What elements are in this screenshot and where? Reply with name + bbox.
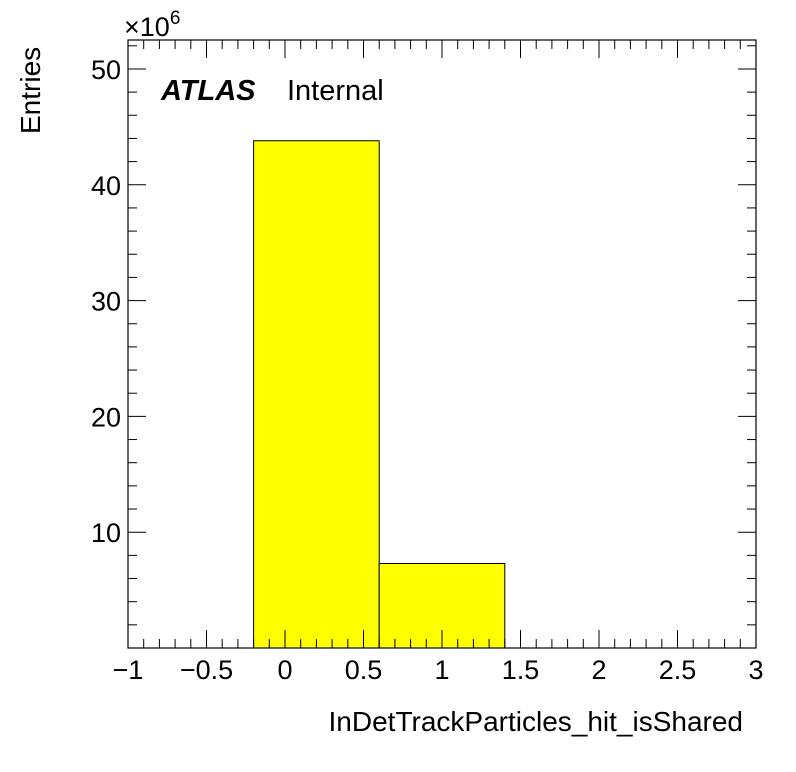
y-tick-label: 50 [91,55,121,85]
plot-frame [127,39,757,649]
x-tick-label: 3 [748,655,763,685]
x-axis-title: InDetTrackParticles_hit_isShared [329,706,743,737]
y-tick-label: 40 [91,171,121,201]
y-tick-label: 10 [91,518,121,548]
x-tick-label: 2 [591,655,606,685]
y-multiplier-base: ×10 [124,12,170,42]
x-tick-label: 1.5 [502,655,540,685]
histogram-bars [253,140,506,649]
axis-ticks [127,40,757,648]
x-tick-label: −1 [113,655,144,685]
y-multiplier: ×106 [124,8,180,42]
x-tick-label: 0 [277,655,292,685]
y-tick-label: 30 [91,287,121,317]
x-tick-label: 2.5 [659,655,697,685]
experiment-label: ATLAS [160,75,256,107]
x-tick-label: 0.5 [345,655,383,685]
y-multiplier-exponent: 6 [170,8,181,29]
x-tick-labels: −1 −0.5 0 0.5 1 1.5 2 2.5 3 [113,655,764,685]
status-label: Internal [287,75,384,107]
histogram-bin-0 [253,140,380,649]
x-tick-label: −0.5 [180,655,233,685]
y-axis-title: Entries [15,47,46,134]
y-tick-labels: 10 20 30 40 50 [91,55,121,548]
y-tick-label: 20 [91,402,121,432]
x-tick-label: 1 [434,655,449,685]
